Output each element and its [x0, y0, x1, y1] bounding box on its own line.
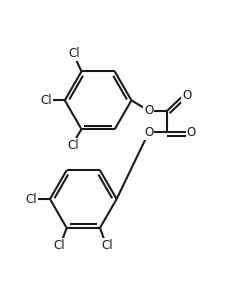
Text: Cl: Cl	[68, 47, 80, 60]
Text: O: O	[144, 126, 153, 139]
Text: Cl: Cl	[68, 139, 79, 152]
Text: Cl: Cl	[53, 239, 65, 253]
Text: O: O	[144, 104, 153, 117]
Text: Cl: Cl	[102, 239, 113, 253]
Text: O: O	[182, 89, 192, 102]
Text: Cl: Cl	[40, 94, 52, 107]
Text: O: O	[187, 126, 196, 139]
Text: Cl: Cl	[25, 193, 37, 206]
